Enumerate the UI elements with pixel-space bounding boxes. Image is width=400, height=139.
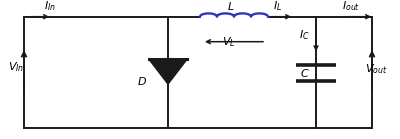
Text: $C$: $C$ — [300, 67, 310, 79]
Text: $V_L$: $V_L$ — [222, 35, 236, 49]
Text: $L$: $L$ — [228, 0, 235, 12]
Text: $D$: $D$ — [137, 75, 147, 87]
Text: $V_{out}$: $V_{out}$ — [365, 63, 387, 76]
Text: $I_{In}$: $I_{In}$ — [44, 0, 56, 13]
Text: $I_{out}$: $I_{out}$ — [342, 0, 360, 13]
Polygon shape — [149, 59, 187, 84]
Text: $I_L$: $I_L$ — [274, 0, 282, 13]
Text: $I_C$: $I_C$ — [300, 28, 310, 42]
Text: $V_{In}$: $V_{In}$ — [8, 60, 24, 74]
